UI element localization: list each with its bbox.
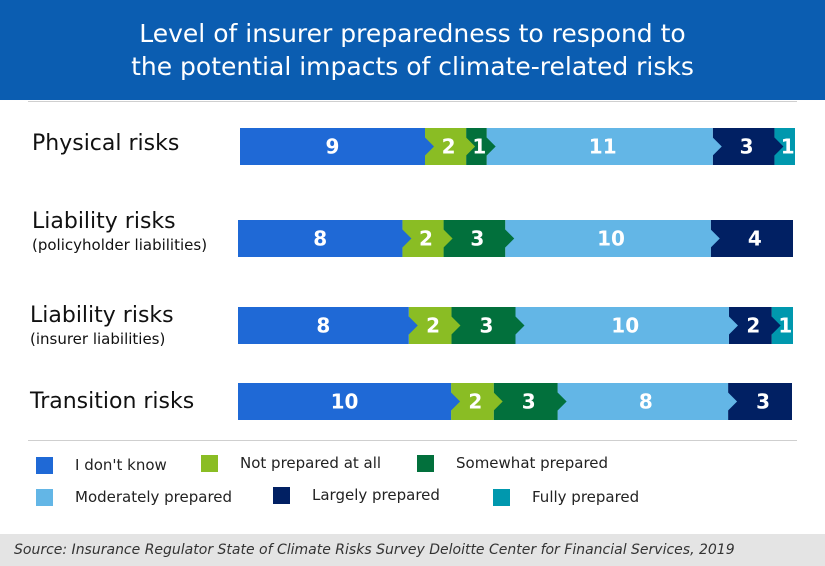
- legend-label: Largely prepared: [312, 486, 440, 504]
- category-label: Liability risks (insurer liabilities): [30, 303, 174, 348]
- legend-label: Not prepared at all: [240, 454, 382, 472]
- data-label: 1: [781, 135, 795, 159]
- data-label: 2: [746, 314, 760, 338]
- legend-label: I don't know: [75, 456, 167, 474]
- legend-item: Not prepared at all: [201, 454, 381, 472]
- data-label: 3: [470, 227, 484, 251]
- divider-top: [28, 101, 797, 102]
- category-sub: (insurer liabilities): [30, 330, 166, 348]
- bar-segment: [774, 128, 795, 165]
- source-note: Source: Insurance Regulator State of Cli…: [0, 534, 825, 566]
- title-line-2: the potential impacts of climate-related…: [131, 52, 694, 81]
- data-label: 10: [611, 314, 639, 338]
- bar-segment: [408, 307, 461, 344]
- bar-segment: [515, 307, 738, 344]
- legend-item: Fully prepared: [493, 488, 639, 506]
- legend-swatch: [201, 454, 218, 472]
- data-label: 1: [778, 314, 792, 338]
- data-label: 3: [740, 135, 754, 159]
- bar-segment: [712, 128, 784, 165]
- divider-bottom: [28, 440, 797, 441]
- data-label: 1: [472, 135, 486, 159]
- bar-segment: [240, 128, 434, 165]
- data-label: 3: [480, 314, 494, 338]
- bar-segment: [728, 307, 781, 344]
- bar-segment: [425, 128, 476, 165]
- category-main: Liability risks: [30, 303, 174, 328]
- category-label: Physical risks: [32, 131, 179, 156]
- chart-title: Level of insurer preparedness to respond…: [0, 0, 825, 100]
- bar-segment: [238, 220, 412, 257]
- bar-segment: [402, 220, 453, 257]
- data-label: 8: [639, 390, 653, 414]
- data-label: 8: [313, 227, 327, 251]
- legend-label: Fully prepared: [532, 488, 640, 506]
- category-label: Transition risks: [30, 389, 194, 414]
- bar-segment: [505, 220, 720, 257]
- data-label: 3: [756, 390, 770, 414]
- category-main: Transition risks: [30, 389, 195, 414]
- bar-segment: [466, 128, 496, 165]
- legend-item: Somewhat prepared: [417, 454, 608, 472]
- data-label: 2: [468, 390, 482, 414]
- data-label: 8: [316, 314, 330, 338]
- legend-swatch: [417, 454, 434, 472]
- legend-swatch: [273, 486, 290, 504]
- legend-swatch: [493, 488, 510, 506]
- legend-item: Largely prepared: [273, 486, 440, 504]
- legend-label: Somewhat prepared: [456, 454, 609, 472]
- legend-label: Moderately prepared: [75, 488, 233, 506]
- bar-segment: [486, 128, 722, 165]
- bar-segment: [451, 307, 525, 344]
- data-label: 3: [522, 390, 536, 414]
- data-label: 2: [419, 227, 433, 251]
- data-label: 4: [748, 227, 762, 251]
- data-label: 9: [326, 135, 340, 159]
- legend-swatch: [36, 456, 53, 474]
- legend-swatch: [36, 488, 53, 506]
- legend-item: I don't know: [36, 456, 167, 474]
- data-label: 2: [426, 314, 440, 338]
- data-label: 10: [331, 390, 359, 414]
- legend-item: Moderately prepared: [36, 488, 232, 506]
- bar-segment: [557, 383, 738, 420]
- title-line-1: Level of insurer preparedness to respond…: [139, 19, 686, 48]
- bar-segment: [771, 307, 793, 344]
- category-main: Liability risks: [32, 209, 176, 234]
- bar-segment: [238, 307, 418, 344]
- category-label: Liability risks (policyholder liabilitie…: [32, 209, 207, 254]
- bar-segment: [710, 220, 793, 257]
- bar-segment: [728, 383, 792, 420]
- data-label: 2: [442, 135, 456, 159]
- bar-segment: [493, 383, 567, 420]
- data-label: 11: [589, 135, 617, 159]
- bar-segment: [238, 383, 461, 420]
- category-sub: (policyholder liabilities): [32, 236, 208, 254]
- bar-chart: 9 2 1 11 3 18 2 3 10 48 2 3 10 2 110 2 3 8 3: [238, 128, 795, 420]
- bar-segment: [451, 383, 503, 420]
- data-label: 10: [597, 227, 625, 251]
- bar-segment: [443, 220, 515, 257]
- category-main: Physical risks: [32, 131, 180, 156]
